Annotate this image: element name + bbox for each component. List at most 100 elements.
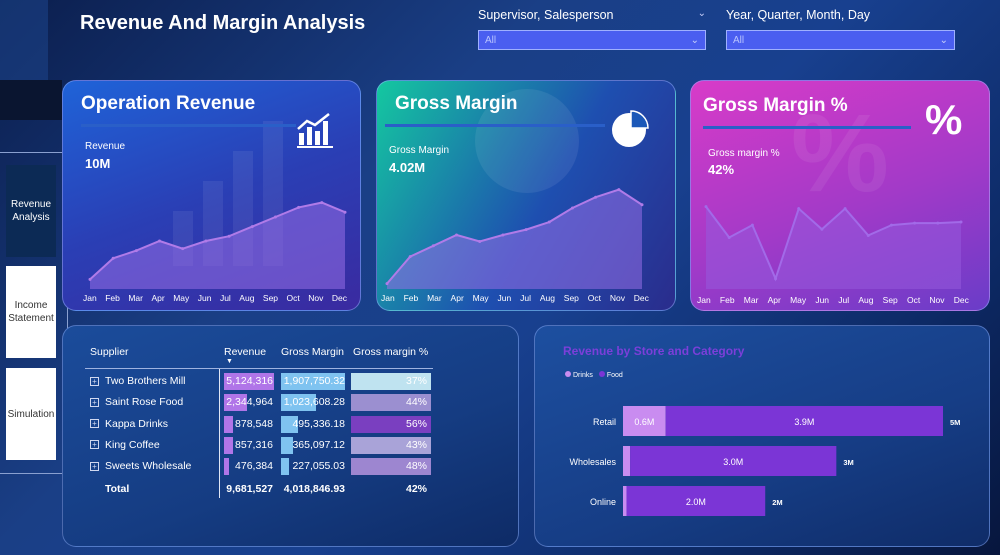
data-point-jan[interactable] [88, 277, 92, 281]
data-point-nov[interactable] [936, 221, 940, 225]
data-point-may[interactable] [181, 247, 185, 251]
filter-date[interactable]: Year, Quarter, Month, Day All ⌄ [726, 8, 955, 50]
filter-supervisor-dropdown[interactable]: All ⌄ [478, 30, 706, 50]
header-gross-margin-pct[interactable]: Gross margin % [353, 346, 429, 358]
svg-text:%: % [791, 92, 889, 215]
bar-food-online[interactable] [626, 486, 766, 516]
table-row[interactable]: + Two Brothers Mill 5,124,316 1,907,750.3… [63, 371, 518, 392]
data-point-jun[interactable] [820, 227, 824, 231]
data-point-oct[interactable] [297, 205, 301, 209]
expand-icon[interactable]: + [90, 397, 99, 407]
data-point-jul[interactable] [227, 234, 231, 238]
table-row[interactable]: + Sweets Wholesale 476,384 227,055.03 48% [63, 456, 518, 477]
pct-value: 56% [405, 417, 427, 430]
bar-label: 3.0M [723, 457, 743, 467]
data-point-may[interactable] [478, 239, 482, 243]
bar-label: 3.9M [794, 417, 814, 427]
bar-food-retail[interactable] [665, 406, 943, 436]
data-point-jan[interactable] [704, 205, 708, 209]
area-fill [706, 206, 961, 289]
chart-title: Revenue by Store and Category [563, 344, 745, 358]
bar-food-wholesales[interactable] [630, 446, 837, 476]
area-fill [387, 189, 642, 289]
supplier-name: Sweets Wholesale [105, 460, 192, 473]
expand-icon[interactable]: + [90, 419, 99, 429]
bar-drinks-wholesales[interactable] [623, 446, 631, 476]
data-point-aug[interactable] [866, 233, 870, 237]
left-block [0, 80, 62, 120]
data-point-jan[interactable] [385, 282, 389, 286]
revenue-value: 5,124,316 [226, 375, 273, 387]
data-point-oct[interactable] [594, 195, 598, 199]
month-label: Dec [633, 293, 649, 303]
legend-dot [598, 371, 605, 377]
month-label: Feb [403, 293, 419, 303]
month-label: Sep [563, 293, 579, 303]
header-supplier[interactable]: Supplier [90, 346, 129, 358]
month-label: Feb [719, 295, 735, 305]
data-point-apr[interactable] [455, 233, 459, 237]
bar-chart-up-icon [297, 113, 333, 148]
data-point-dec[interactable] [640, 203, 644, 207]
data-point-aug[interactable] [547, 220, 551, 224]
filter-supervisor[interactable]: Supervisor, Salesperson ⌄ All ⌄ [478, 8, 706, 50]
data-point-feb[interactable] [727, 236, 731, 239]
data-point-jul[interactable] [843, 207, 847, 211]
data-point-jun[interactable] [501, 233, 505, 237]
area-fill [90, 202, 345, 289]
expand-icon[interactable]: + [90, 376, 99, 386]
total-label: 5M [950, 418, 960, 427]
table-row[interactable]: + Saint Rose Food 2,344,964 1,023,608.28 … [63, 392, 518, 413]
supplier-cell: + King Coffee [90, 439, 160, 451]
data-point-sep[interactable] [273, 215, 277, 219]
data-point-nov[interactable] [320, 201, 324, 205]
month-label: Jul [838, 295, 850, 305]
data-point-mar[interactable] [431, 244, 435, 248]
month-label: Jan [83, 293, 97, 303]
nav-revenue-analysis[interactable]: Revenue Analysis [6, 165, 56, 257]
data-point-aug[interactable] [250, 225, 254, 229]
legend-food[interactable]: Food [598, 371, 623, 379]
data-point-apr[interactable] [158, 239, 162, 243]
data-point-sep[interactable] [889, 223, 893, 227]
pct-cell-bg [351, 458, 431, 476]
nav-income-statement[interactable]: Income Statement [6, 266, 56, 358]
data-point-may[interactable] [797, 207, 801, 211]
kpi-value: 42% [708, 162, 735, 177]
data-point-dec[interactable] [959, 220, 963, 224]
data-point-feb[interactable] [408, 255, 412, 259]
table-row[interactable]: + King Coffee 857,316 365,097.12 43% [63, 435, 518, 456]
revenue-value: 2,344,964 [226, 396, 273, 409]
supplier-cell: + Two Brothers Mill [90, 375, 186, 387]
header-revenue[interactable]: Revenue ▼ [224, 346, 266, 365]
data-point-nov[interactable] [617, 188, 621, 192]
title-underline [385, 124, 605, 127]
legend-drinks[interactable]: Drinks [565, 371, 593, 379]
data-point-apr[interactable] [774, 277, 778, 281]
filter-date-dropdown[interactable]: All ⌄ [726, 30, 955, 50]
pct-cell-bg [351, 436, 431, 454]
nav-simulation[interactable]: Simulation [6, 368, 56, 460]
data-point-jun[interactable] [204, 239, 208, 243]
data-point-oct[interactable] [913, 221, 917, 225]
data-point-mar[interactable] [134, 249, 138, 253]
divider [85, 368, 433, 369]
month-label: Nov [609, 293, 625, 303]
table-row[interactable]: + Kappa Drinks 878,548 495,336.18 56% [63, 414, 518, 435]
bar-drinks-retail[interactable] [623, 406, 666, 436]
expand-icon[interactable]: + [90, 440, 99, 450]
data-point-sep[interactable] [570, 206, 574, 210]
bar-drinks-online[interactable] [623, 486, 627, 516]
chevron-down-icon[interactable]: ⌄ [697, 8, 706, 19]
data-point-dec[interactable] [343, 210, 347, 214]
total-margin: 4,018,846.93 [283, 483, 345, 495]
data-point-feb[interactable] [111, 256, 115, 260]
data-point-mar[interactable] [750, 223, 754, 227]
header-gross-margin[interactable]: Gross Margin [281, 346, 345, 358]
sort-desc-icon: ▼ [226, 358, 233, 365]
margin-value: 227,055.03 [292, 460, 345, 473]
expand-icon[interactable]: + [90, 461, 99, 471]
margin-databar [281, 373, 345, 390]
data-point-jul[interactable] [524, 228, 528, 232]
month-label: Apr [767, 295, 781, 305]
